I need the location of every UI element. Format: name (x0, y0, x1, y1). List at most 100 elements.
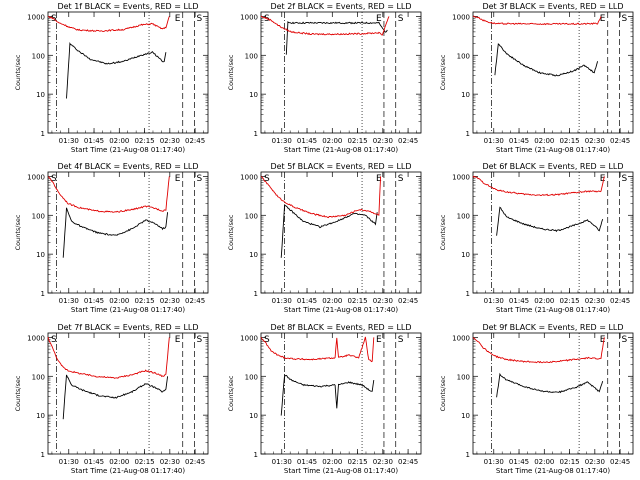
x-tick-label: 02:45 (610, 297, 630, 305)
x-tick-label: 02:45 (185, 137, 205, 145)
x-tick-label: 02:30 (585, 137, 605, 145)
y-tick-label: 100 (457, 212, 470, 220)
detector-panel-1: Det 1f BLACK = Events, RED = LLD 1 10 100 10… (14, 2, 209, 154)
y-tick-label: 1 (466, 290, 470, 298)
plot-frame (472, 171, 634, 294)
event-marker-label: S (398, 174, 404, 184)
x-tick-label: 01:45 (509, 137, 529, 145)
events-series-line (496, 372, 604, 398)
y-tick-label: 1000 (240, 13, 258, 21)
panel-title: Det 4f BLACK = Events, RED = LLD (57, 162, 198, 171)
y-tick-label: 10 (36, 251, 45, 259)
lld-series-line (260, 176, 382, 219)
detector-panel-5: Det 5f BLACK = Events, RED = LLD 1 10 100 10… (227, 162, 422, 314)
y-tick-label: 10 (36, 91, 45, 99)
x-tick-label: 01:30 (484, 137, 504, 145)
detector-panel-2: Det 2f BLACK = Events, RED = LLD 1 10 100 10… (227, 2, 422, 154)
y-axis-label: Counts/sec (439, 214, 447, 250)
y-axis-label: Counts/sec (14, 54, 22, 90)
event-marker-label: S (197, 335, 203, 345)
plot-frame (260, 171, 422, 294)
event-marker-label: E (600, 335, 606, 345)
x-axis-label: Start Time (21-Aug-08 01:17:40) (496, 306, 610, 314)
x-tick-label: 01:45 (84, 137, 104, 145)
plot-frame (47, 11, 209, 134)
event-marker-label: E (175, 14, 181, 24)
y-tick-label: 10 (249, 412, 258, 420)
events-series-line (62, 207, 169, 258)
panel-title: Det 2f BLACK = Events, RED = LLD (270, 2, 411, 11)
panel-title: Det 8f BLACK = Events, RED = LLD (270, 323, 411, 332)
y-tick-label: 1000 (27, 173, 45, 181)
events-series-line (280, 374, 375, 416)
x-tick-label: 01:45 (84, 458, 104, 466)
events-series-line (496, 206, 604, 236)
y-tick-label: 10 (249, 91, 258, 99)
x-tick-label: 02:45 (398, 297, 418, 305)
x-tick-label: 02:45 (610, 137, 630, 145)
event-marker-label: E (600, 14, 606, 24)
x-tick-label: 01:30 (59, 458, 79, 466)
x-tick-label: 02:15 (347, 458, 367, 466)
x-axis-label: Start Time (21-Aug-08 01:17:40) (71, 146, 185, 154)
lld-series-line (472, 175, 605, 197)
detector-panel-6: Det 6f BLACK = Events, RED = LLD 1 10 100 10… (439, 162, 634, 314)
x-tick-label: 02:00 (109, 297, 129, 305)
panel-title: Det 7f BLACK = Events, RED = LLD (57, 323, 198, 332)
panel-title: Det 5f BLACK = Events, RED = LLD (270, 162, 411, 171)
lld-series-line (47, 15, 170, 33)
x-tick-label: 02:00 (534, 137, 554, 145)
lld-series-line (47, 336, 170, 379)
x-axis-label: Start Time (21-Aug-08 01:17:40) (71, 306, 185, 314)
event-marker-label: S (51, 174, 57, 184)
x-tick-label: 02:00 (534, 297, 554, 305)
y-tick-label: 1000 (452, 334, 470, 342)
detector-panel-9: Det 9f BLACK = Events, RED = LLD 1 10 100 10… (439, 323, 634, 475)
x-tick-label: 02:00 (322, 458, 342, 466)
event-marker-label: E (175, 174, 181, 184)
x-tick-label: 02:15 (347, 297, 367, 305)
y-tick-label: 1000 (27, 334, 45, 342)
y-tick-label: 1 (41, 451, 45, 459)
x-tick-label: 02:45 (610, 458, 630, 466)
x-tick-label: 02:45 (185, 297, 205, 305)
y-tick-label: 10 (461, 251, 470, 259)
y-tick-label: 1000 (452, 173, 470, 181)
y-axis-label: Counts/sec (14, 214, 22, 250)
y-tick-label: 100 (457, 373, 470, 381)
y-tick-label: 1000 (27, 13, 45, 21)
plot-frame (472, 332, 634, 455)
panel-title: Det 6f BLACK = Events, RED = LLD (482, 162, 623, 171)
y-tick-label: 1 (466, 130, 470, 138)
x-axis-label: Start Time (21-Aug-08 01:17:40) (284, 306, 398, 314)
event-marker-label: E (376, 335, 382, 345)
x-tick-label: 02:15 (559, 297, 579, 305)
x-tick-label: 01:45 (297, 137, 317, 145)
x-tick-label: 01:30 (272, 137, 292, 145)
x-axis-label: Start Time (21-Aug-08 01:17:40) (284, 467, 398, 475)
x-tick-label: 02:30 (373, 137, 393, 145)
panel-title: Det 9f BLACK = Events, RED = LLD (482, 323, 623, 332)
x-tick-label: 02:15 (347, 137, 367, 145)
x-tick-label: 01:30 (272, 458, 292, 466)
y-tick-label: 1 (254, 130, 258, 138)
x-axis-label: Start Time (21-Aug-08 01:17:40) (496, 467, 610, 475)
x-tick-label: 01:30 (59, 137, 79, 145)
y-tick-label: 10 (461, 412, 470, 420)
x-tick-label: 02:15 (134, 458, 154, 466)
event-marker-label: S (264, 174, 270, 184)
x-tick-label: 01:45 (297, 297, 317, 305)
x-axis-label: Start Time (21-Aug-08 01:17:40) (71, 467, 185, 475)
y-tick-label: 100 (32, 373, 45, 381)
event-marker-label: S (197, 174, 203, 184)
event-marker-label: S (197, 14, 203, 24)
y-tick-label: 100 (245, 212, 258, 220)
y-tick-label: 100 (32, 212, 45, 220)
y-tick-label: 1000 (240, 173, 258, 181)
plot-frame (47, 332, 209, 455)
y-tick-label: 100 (32, 52, 45, 60)
x-tick-label: 01:45 (509, 297, 529, 305)
detector-panel-3: Det 3f BLACK = Events, RED = LLD 1 10 100 10… (439, 2, 634, 154)
event-marker-label: S (622, 14, 628, 24)
